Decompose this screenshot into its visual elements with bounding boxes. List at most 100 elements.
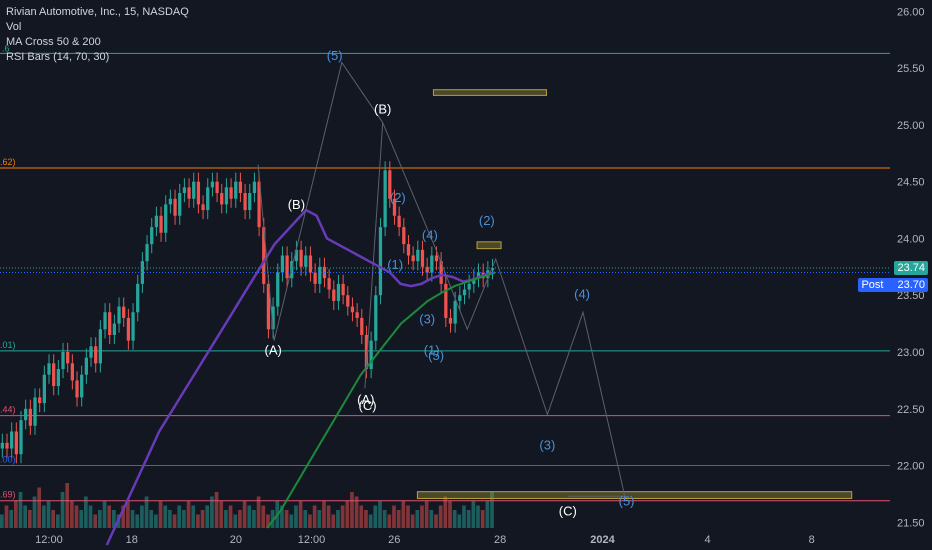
candle-body [285, 255, 289, 279]
candle-body [294, 249, 299, 262]
candle-body [430, 255, 434, 273]
candle-body [476, 272, 481, 279]
wave-label: (2) [479, 213, 495, 228]
candle-body [262, 227, 266, 284]
candle-body [196, 181, 201, 205]
candle-body [94, 346, 98, 364]
wave-label: (1) [387, 257, 403, 272]
candle-body [28, 408, 32, 426]
x-tick-label: 18 [126, 534, 138, 546]
symbol-title: Rivian Automotive, Inc., 15, NASDAQ [6, 6, 189, 18]
volume-bar [177, 505, 182, 528]
candle-body [10, 431, 14, 449]
level-label: .6 [2, 43, 10, 53]
candle-body [397, 215, 401, 228]
candle-body [70, 363, 74, 381]
y-tick-label: 23.00 [897, 347, 925, 359]
volume-bar [490, 492, 494, 528]
volume-bar [65, 483, 70, 528]
candle-body [355, 312, 359, 318]
candle-body [108, 312, 112, 335]
candle-body [224, 187, 229, 205]
volume-bar [210, 496, 214, 528]
target-zone [432, 89, 547, 96]
volume-bar [312, 505, 317, 528]
volume-bar [284, 510, 289, 528]
wave-label: (2) [390, 190, 406, 205]
candle-body [47, 363, 51, 375]
volume-bar [191, 505, 196, 528]
volume-bar [382, 510, 387, 528]
candle-body [159, 215, 163, 233]
volume-bar [149, 510, 154, 528]
candle-body [0, 442, 4, 449]
candle-body [14, 431, 18, 455]
wave-label: (4) [422, 228, 438, 243]
volume-bar [18, 492, 23, 528]
candle-body [388, 170, 392, 199]
candle-body [252, 181, 257, 194]
candle-body [136, 283, 140, 313]
volume-bar [74, 505, 79, 528]
candle-body [416, 249, 420, 262]
volume-bar [252, 510, 256, 528]
legend-rsi-bars: RSI Bars (14, 70, 30) [6, 51, 110, 63]
candle-body [201, 204, 205, 211]
candle-body [462, 289, 467, 296]
x-tick-label: 2024 [590, 534, 615, 546]
candle-body [318, 266, 322, 284]
volume-bar [214, 492, 219, 528]
volume-bar [93, 514, 98, 528]
y-tick-label: 26.00 [897, 6, 925, 18]
volume-bar [37, 487, 42, 528]
wave-label: (4) [574, 287, 590, 302]
volume-bar [0, 514, 4, 528]
volume-bar [410, 514, 415, 528]
volume-bar [462, 505, 466, 528]
candle-body [299, 249, 303, 267]
volume-bar [336, 510, 340, 528]
candle-body [392, 198, 397, 216]
y-tick-label: 25.50 [897, 63, 925, 75]
volume-bar [476, 505, 480, 528]
volume-bar [420, 505, 424, 528]
wave-label: (A) [265, 342, 282, 357]
volume-bar [224, 510, 228, 528]
candle-body [42, 374, 46, 404]
volume-bar [298, 501, 303, 528]
x-tick-label: 20 [230, 534, 242, 546]
candle-body [467, 283, 471, 290]
volume-bar [42, 505, 46, 528]
volume-bar [387, 514, 392, 528]
candle-body [257, 181, 261, 228]
candle-body [168, 198, 173, 205]
candle-body [444, 283, 448, 318]
volume-bar [434, 514, 438, 528]
volume-bar [471, 501, 476, 528]
candle-body [182, 187, 187, 194]
candle-body [89, 346, 93, 358]
volume-bar [46, 501, 51, 528]
candle-body [220, 193, 224, 205]
wave-label: (C) [359, 398, 377, 413]
target-zone [476, 241, 502, 250]
volume-bar [429, 510, 434, 528]
y-tick-label: 22.50 [897, 404, 925, 416]
candle-body [374, 295, 378, 341]
candle-body [266, 283, 271, 330]
candle-body [420, 249, 425, 267]
candle-body [24, 408, 28, 421]
x-tick-label: 12:00 [298, 534, 326, 546]
candle-body [448, 317, 453, 324]
volume-bar [9, 510, 14, 528]
volume-bar [308, 514, 312, 528]
candle-body [56, 369, 60, 387]
candle-body [453, 300, 457, 324]
candle-body [215, 181, 219, 194]
candle-body [178, 193, 182, 216]
candle-body [192, 181, 196, 199]
volume-bar [340, 505, 345, 528]
volume-bar [56, 514, 60, 528]
level-label: .01) [0, 340, 16, 350]
